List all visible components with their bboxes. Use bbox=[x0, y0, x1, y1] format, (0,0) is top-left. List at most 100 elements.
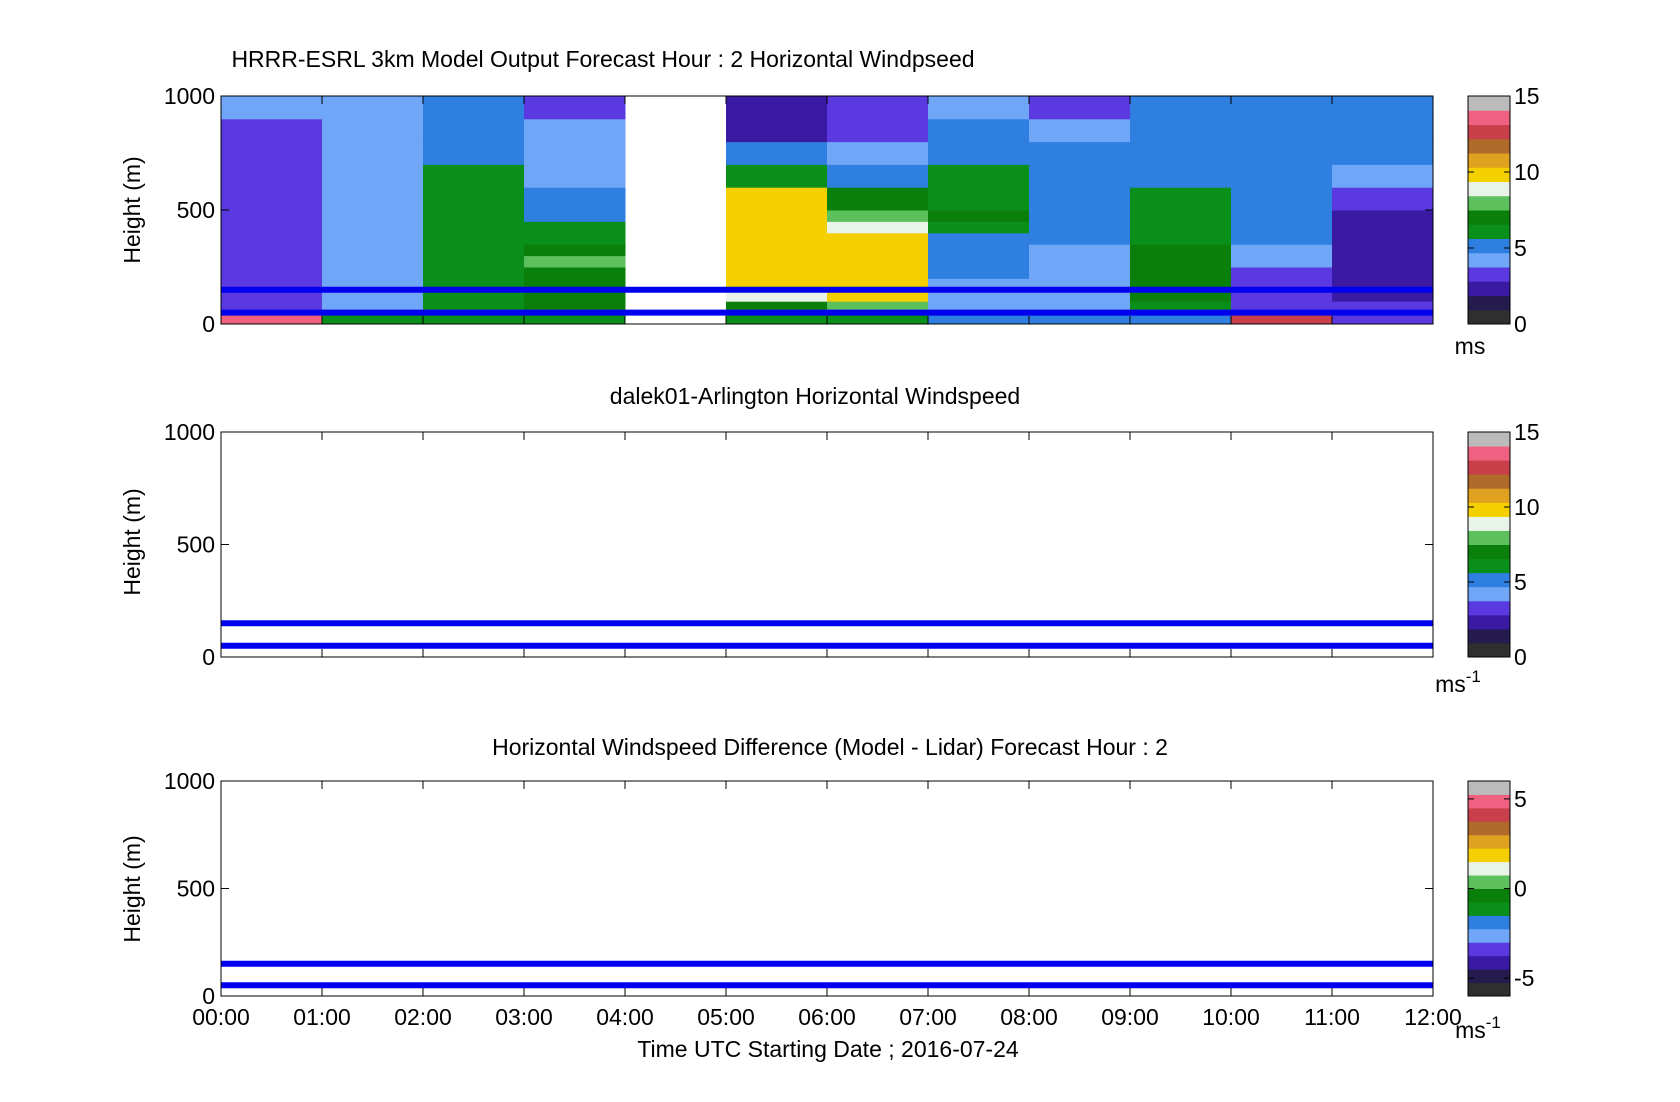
x-tick-label: 10:00 bbox=[1202, 1004, 1260, 1030]
colorbar-swatch bbox=[1468, 794, 1510, 809]
heatmap-cell bbox=[827, 255, 929, 268]
y-tick-label: 500 bbox=[177, 876, 215, 902]
colorbar-swatch bbox=[1468, 888, 1510, 903]
heatmap-cell bbox=[221, 164, 323, 188]
colorbar-swatch bbox=[1468, 955, 1510, 970]
heatmap-cell bbox=[524, 187, 626, 211]
colorbar-swatch bbox=[1468, 96, 1510, 111]
colorbar-swatch bbox=[1468, 628, 1510, 644]
colorbar-unit-base: ms bbox=[1455, 1017, 1486, 1043]
heatmap-cell bbox=[1029, 255, 1131, 268]
heatmap-cell bbox=[524, 210, 626, 222]
colorbar-tick-label: 5 bbox=[1514, 786, 1527, 812]
x-tick-label: 05:00 bbox=[697, 1004, 755, 1030]
heatmap-cell bbox=[1130, 244, 1232, 257]
colorbar-tick-label: 10 bbox=[1514, 494, 1540, 520]
colorbar-swatch bbox=[1468, 295, 1510, 311]
heatmap-cell bbox=[827, 278, 929, 291]
heatmap-cell bbox=[1231, 232, 1333, 245]
colorbar-swatch bbox=[1468, 110, 1510, 125]
colorbar-tick-label: 10 bbox=[1514, 159, 1540, 185]
colorbar-swatch bbox=[1468, 544, 1510, 560]
heatmap-cell bbox=[423, 244, 525, 257]
colorbar-swatch bbox=[1468, 153, 1510, 168]
heatmap-cell bbox=[1231, 96, 1333, 120]
heatmap-cell bbox=[928, 244, 1030, 257]
y-axis-label: Height (m) bbox=[119, 488, 145, 595]
colorbar-swatch bbox=[1468, 124, 1510, 140]
heatmap-cell bbox=[322, 255, 424, 268]
heatmap-cell bbox=[221, 255, 323, 268]
heatmap-cell bbox=[1029, 164, 1131, 188]
colorbar-tick-label: 0 bbox=[1514, 644, 1527, 670]
heatmap-cell bbox=[1332, 210, 1434, 222]
colorbar-swatch bbox=[1468, 210, 1510, 225]
heatmap-cell bbox=[726, 312, 828, 325]
heatmap-cell bbox=[928, 187, 1030, 211]
heatmap-cell bbox=[221, 301, 323, 314]
heatmap-cell bbox=[322, 301, 424, 314]
heatmap-cell bbox=[524, 164, 626, 188]
heatmap-cell bbox=[423, 312, 525, 325]
colorbar-swatch bbox=[1468, 807, 1510, 822]
heatmap-cell bbox=[322, 221, 424, 234]
heatmap-cell bbox=[1029, 118, 1131, 143]
heatmap-cell bbox=[1332, 118, 1434, 143]
heatmap-cell bbox=[221, 244, 323, 257]
heatmap-cell bbox=[423, 278, 525, 291]
colorbar-tick-label: 5 bbox=[1514, 235, 1527, 261]
heatmap-cell bbox=[928, 232, 1030, 245]
reference-lines bbox=[221, 960, 1433, 989]
y-tick-label: 1000 bbox=[164, 419, 215, 445]
colorbar-swatch bbox=[1468, 460, 1510, 475]
heatmap-cell bbox=[1332, 187, 1434, 211]
y-axis-label: Height (m) bbox=[119, 835, 145, 942]
heatmap-cell bbox=[322, 96, 424, 120]
heatmap-cell bbox=[726, 267, 828, 279]
axes: 0 500 1000 bbox=[164, 83, 1434, 337]
heatmap-cell bbox=[524, 278, 626, 291]
colorbar-swatch bbox=[1468, 600, 1510, 616]
panel-difference: Horizontal Windspeed Difference (Model -… bbox=[119, 734, 1534, 1043]
heatmap-cell bbox=[1029, 289, 1131, 302]
heatmap-cells bbox=[221, 96, 1434, 325]
heatmap-cell bbox=[928, 118, 1030, 143]
axes: 0 500 1000 bbox=[164, 768, 1434, 1009]
colorbar-swatch bbox=[1468, 252, 1510, 268]
heatmap-cell bbox=[524, 255, 626, 268]
colorbar-tick-label: 0 bbox=[1514, 311, 1527, 337]
heatmap-cell bbox=[827, 221, 929, 234]
heatmap-cell bbox=[928, 278, 1030, 291]
colorbar-swatch bbox=[1468, 614, 1510, 630]
heatmap-cell bbox=[1332, 301, 1434, 314]
y-tick-label: 1000 bbox=[164, 768, 215, 794]
heatmap-cell bbox=[726, 278, 828, 291]
heatmap-cell bbox=[1130, 278, 1232, 291]
heatmap-cell bbox=[221, 312, 323, 325]
heatmap-cell bbox=[1332, 267, 1434, 279]
heatmap-cell bbox=[524, 221, 626, 234]
heatmap-cell bbox=[423, 289, 525, 302]
heatmap-cell bbox=[1231, 210, 1333, 222]
heatmap-cell bbox=[423, 187, 525, 211]
heatmap-cell bbox=[1332, 244, 1434, 257]
heatmap-cell bbox=[221, 210, 323, 222]
heatmap-cell bbox=[1029, 210, 1131, 222]
heatmap-cell bbox=[1231, 278, 1333, 291]
colorbar-unit-label: ms-1 bbox=[1435, 667, 1481, 697]
heatmap-cell bbox=[1029, 96, 1131, 120]
colorbar-swatch bbox=[1468, 530, 1510, 545]
x-tick-label: 09:00 bbox=[1101, 1004, 1159, 1030]
heatmap-cell bbox=[322, 118, 424, 143]
colorbar-unit-label: ms bbox=[1455, 333, 1486, 359]
heatmap-cell bbox=[322, 232, 424, 245]
heatmap-cell bbox=[1130, 301, 1232, 314]
colorbar-swatch bbox=[1468, 488, 1510, 503]
heatmap-cell bbox=[726, 118, 828, 143]
heatmap-cell bbox=[1130, 289, 1232, 302]
heatmap-cell bbox=[524, 312, 626, 325]
x-tick-label: 01:00 bbox=[293, 1004, 351, 1030]
heatmap-cell bbox=[1130, 187, 1232, 211]
heatmap-cell bbox=[1029, 187, 1131, 211]
colorbar-swatch bbox=[1468, 821, 1510, 836]
